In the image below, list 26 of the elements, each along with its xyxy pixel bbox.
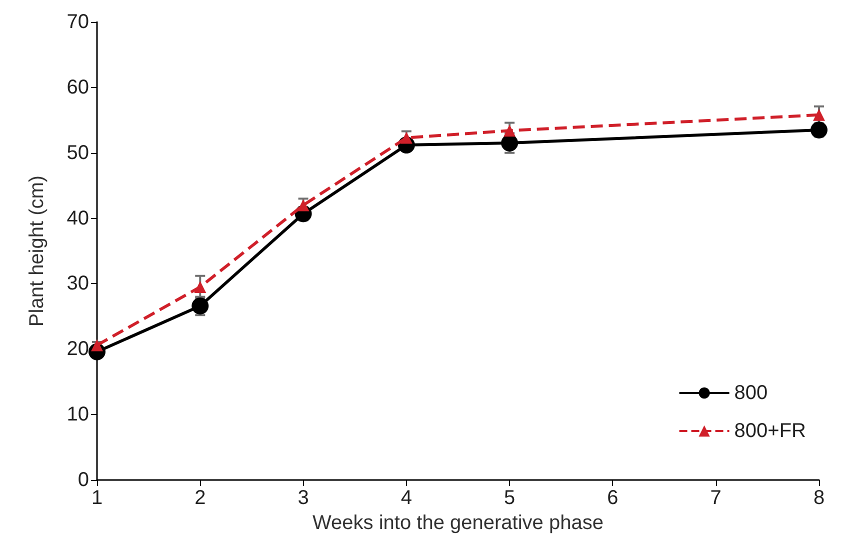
point bbox=[194, 280, 206, 293]
y-tick-label: 70 bbox=[66, 11, 89, 33]
y-tick-label: 30 bbox=[66, 272, 89, 295]
point bbox=[91, 339, 103, 352]
point bbox=[501, 134, 518, 152]
x-tick-label: 6 bbox=[607, 487, 618, 509]
y-tick-label: 0 bbox=[78, 469, 89, 491]
x-tick-label: 5 bbox=[504, 487, 516, 509]
y-tick-label: 40 bbox=[66, 207, 89, 230]
x-axis-title: Weeks into the generative phase bbox=[312, 512, 604, 534]
legend-label: 800+FR bbox=[734, 420, 806, 442]
point bbox=[810, 121, 828, 138]
x-tick-label: 3 bbox=[298, 487, 309, 509]
point bbox=[504, 124, 516, 137]
y-tick-label: 60 bbox=[66, 76, 89, 98]
x-tick-label: 2 bbox=[194, 487, 206, 509]
y-axis-title: Plant height (cm) bbox=[26, 175, 48, 327]
x-tick-label: 4 bbox=[400, 487, 412, 509]
legend-label: 800 bbox=[734, 382, 768, 404]
y-tick-label: 10 bbox=[66, 404, 89, 426]
y-tick-label: 20 bbox=[66, 338, 89, 360]
x-tick-label: 1 bbox=[91, 487, 103, 509]
x-tick-label: 8 bbox=[813, 487, 825, 509]
point bbox=[813, 108, 825, 121]
x-tick-label: 7 bbox=[710, 487, 722, 509]
y-tick-label: 50 bbox=[66, 142, 89, 164]
